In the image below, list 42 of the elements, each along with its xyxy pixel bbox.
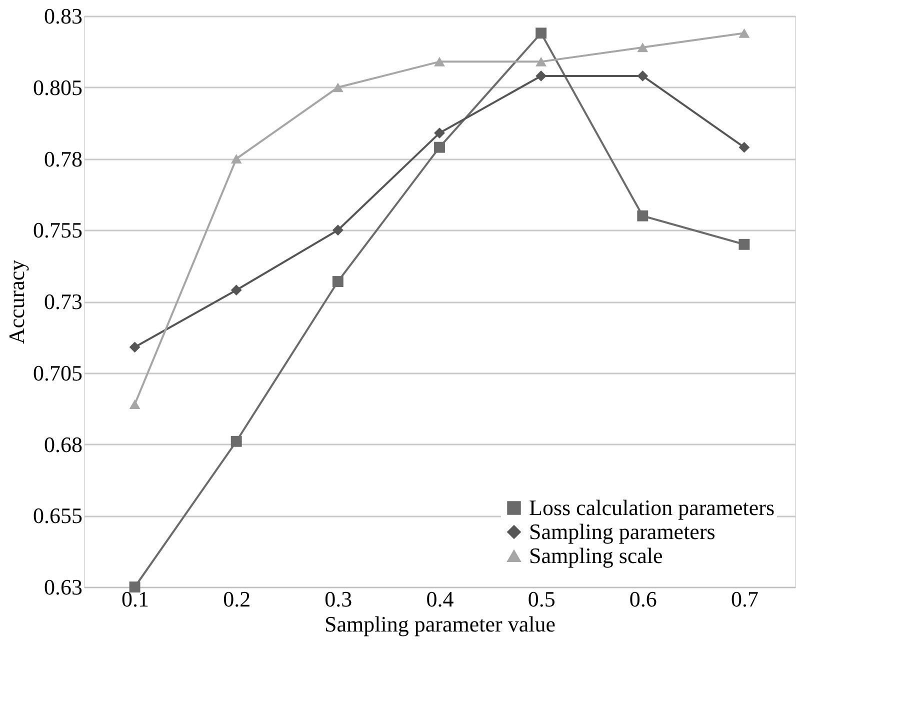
point xyxy=(536,70,547,82)
point xyxy=(637,210,648,222)
point xyxy=(434,56,445,66)
point xyxy=(332,224,344,236)
point xyxy=(637,70,648,82)
x-tick-label: 0.7 xyxy=(730,586,758,612)
point xyxy=(434,128,445,139)
y-tick-label: 0.83 xyxy=(44,4,82,28)
point xyxy=(738,142,750,153)
x-tick-label: 0.5 xyxy=(528,586,556,612)
point xyxy=(536,56,547,66)
x-tick-label: 0.3 xyxy=(324,586,352,612)
point xyxy=(129,400,140,410)
y-tick-label: 0.78 xyxy=(44,146,82,172)
point xyxy=(230,436,242,447)
y-tick-label: 0.755 xyxy=(33,218,82,243)
point xyxy=(434,142,445,153)
point xyxy=(129,582,140,592)
y-tick-label: 0.805 xyxy=(33,74,82,100)
point xyxy=(738,28,750,38)
point xyxy=(129,342,140,353)
point xyxy=(738,238,750,250)
point xyxy=(230,284,242,296)
x-tick-label: 0.2 xyxy=(223,586,251,612)
legend-label: Sampling scale xyxy=(529,543,663,568)
x-tick-label: 0.4 xyxy=(426,586,454,612)
y-tick-label: 0.705 xyxy=(33,360,82,386)
legend-label: Sampling parameters xyxy=(529,519,716,544)
y-tick-label: 0.68 xyxy=(44,432,82,457)
x-tick-label: 0.6 xyxy=(629,586,657,612)
point xyxy=(332,82,344,92)
y-axis-title: Accuracy xyxy=(4,260,29,344)
point xyxy=(230,154,242,164)
x-tick-label: 0.1 xyxy=(122,586,150,612)
y-tick-label: 0.63 xyxy=(44,574,82,600)
y-tick-label: 0.73 xyxy=(44,289,82,314)
x-axis-title: Sampling parameter value xyxy=(324,612,556,636)
y-tick-label: 0.655 xyxy=(33,503,82,528)
legend-label: Loss calculation parameters xyxy=(529,495,775,520)
point xyxy=(536,28,547,39)
point xyxy=(637,42,648,52)
point xyxy=(332,276,344,287)
